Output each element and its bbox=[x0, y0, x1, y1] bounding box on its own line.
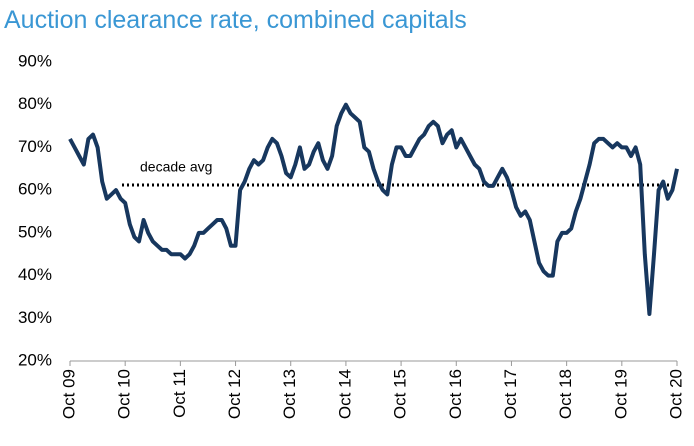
x-tick-label: Oct 18 bbox=[556, 369, 575, 419]
x-tick-label: Oct 15 bbox=[391, 369, 410, 419]
x-tick-label: Oct 17 bbox=[501, 369, 520, 419]
y-tick-label: 70% bbox=[18, 137, 52, 156]
x-tick-label: Oct 16 bbox=[446, 369, 465, 419]
y-tick-label: 30% bbox=[18, 308, 52, 327]
x-tick-label: Oct 12 bbox=[225, 369, 244, 419]
chart-title: Auction clearance rate, combined capital… bbox=[4, 6, 467, 34]
x-tick-label: Oct 14 bbox=[335, 369, 354, 419]
y-tick-label: 40% bbox=[18, 265, 52, 284]
x-tick-label: Oct 20 bbox=[666, 369, 685, 419]
x-tick-label: Oct 13 bbox=[280, 369, 299, 419]
series-line bbox=[68, 102, 679, 316]
x-tick-label: Oct 19 bbox=[611, 369, 630, 419]
y-tick-label: 20% bbox=[18, 350, 52, 369]
y-tick-label: 50% bbox=[18, 222, 52, 241]
y-tick-label: 60% bbox=[18, 180, 52, 199]
y-tick-label: 90% bbox=[18, 51, 52, 70]
x-tick-label: Oct 09 bbox=[59, 369, 78, 419]
x-tick-label: Oct 10 bbox=[115, 369, 134, 419]
x-tick-label: Oct 11 bbox=[170, 369, 189, 418]
y-tick-label: 80% bbox=[18, 94, 52, 113]
annotation: decade avg bbox=[140, 159, 212, 175]
